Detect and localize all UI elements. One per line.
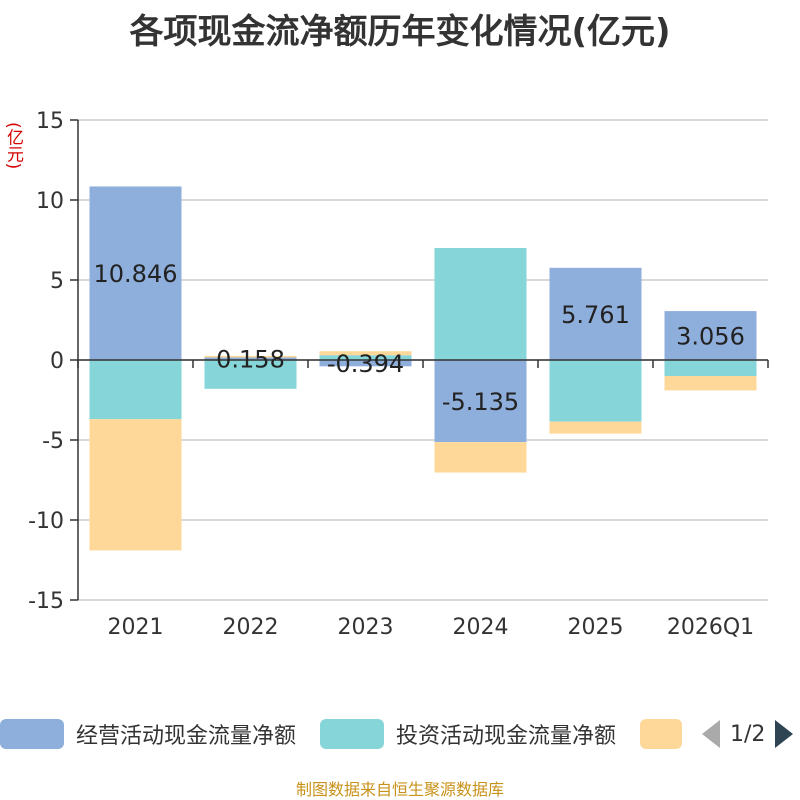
x-tick-label: 2026Q1 <box>667 615 754 640</box>
y-tick-label: -10 <box>28 509 64 534</box>
legend-item-financing[interactable] <box>640 712 682 756</box>
bar-investing <box>664 360 757 376</box>
chart-canvas: 15 10 5 0 -5 -10 -15 2021 2022 2023 2024 2025 2026Q1… <box>28 109 769 640</box>
legend-page-indicator: 1/2 <box>730 721 766 747</box>
legend-swatch-investing <box>320 719 384 749</box>
data-label: 0.158 <box>216 346 285 374</box>
bar-financing <box>319 351 412 356</box>
legend-swatch-financing <box>640 719 682 749</box>
legend-item-investing[interactable]: 投资活动现金流量净额 <box>320 712 616 756</box>
y-tick-label: -5 <box>42 429 64 454</box>
data-label: -5.135 <box>442 388 519 416</box>
x-tick-label: 2021 <box>108 615 164 640</box>
x-tick-label: 2022 <box>223 615 279 640</box>
bar-operating <box>434 360 527 443</box>
legend-label-operating: 经营活动现金流量净额 <box>76 724 297 749</box>
y-axis-unit-label: (亿元) <box>3 122 23 170</box>
bar-operating <box>549 267 642 360</box>
legend-swatch-operating <box>0 719 64 749</box>
data-source-note: 制图数据来自恒生聚源数据库 <box>295 780 504 799</box>
bar-operating <box>319 360 412 367</box>
data-label: 10.846 <box>94 260 178 288</box>
bar-investing <box>319 355 412 360</box>
y-tick-label: 15 <box>36 109 64 134</box>
y-tick-label: 5 <box>50 269 64 294</box>
data-label: 3.056 <box>676 323 745 351</box>
x-tick-label: 2025 <box>568 615 624 640</box>
chart-title: 各项现金流净额历年变化情况(亿元) <box>129 12 671 52</box>
bar-financing <box>549 421 642 434</box>
bar-investing <box>434 248 527 360</box>
bar-financing <box>664 376 757 391</box>
bar-financing <box>434 442 527 473</box>
bar-operating <box>89 186 182 360</box>
legend-item-operating[interactable]: 经营活动现金流量净额 <box>0 712 296 756</box>
bar-investing <box>204 360 297 389</box>
y-tick-label: 0 <box>50 349 64 374</box>
x-tick-label: 2023 <box>338 615 394 640</box>
y-tick-label: -15 <box>28 589 64 614</box>
x-tick-label: 2024 <box>453 615 509 640</box>
data-label: 5.761 <box>561 301 630 329</box>
legend: 经营活动现金流量净额 投资活动现金流量净额 1/2 <box>0 712 800 756</box>
bar-financing <box>89 419 182 551</box>
bar-operating <box>204 357 297 360</box>
bar-investing <box>549 360 642 422</box>
legend-label-investing: 投资活动现金流量净额 <box>396 724 617 749</box>
data-label: -0.394 <box>327 350 404 378</box>
bar-financing <box>204 355 297 358</box>
legend-next-page-icon[interactable] <box>775 720 794 748</box>
legend-prev-page-icon[interactable] <box>702 720 720 748</box>
bar-investing <box>89 360 182 420</box>
bar-operating <box>664 311 757 360</box>
legend-pager: 1/2 <box>702 712 794 756</box>
y-tick-label: 10 <box>36 189 64 214</box>
